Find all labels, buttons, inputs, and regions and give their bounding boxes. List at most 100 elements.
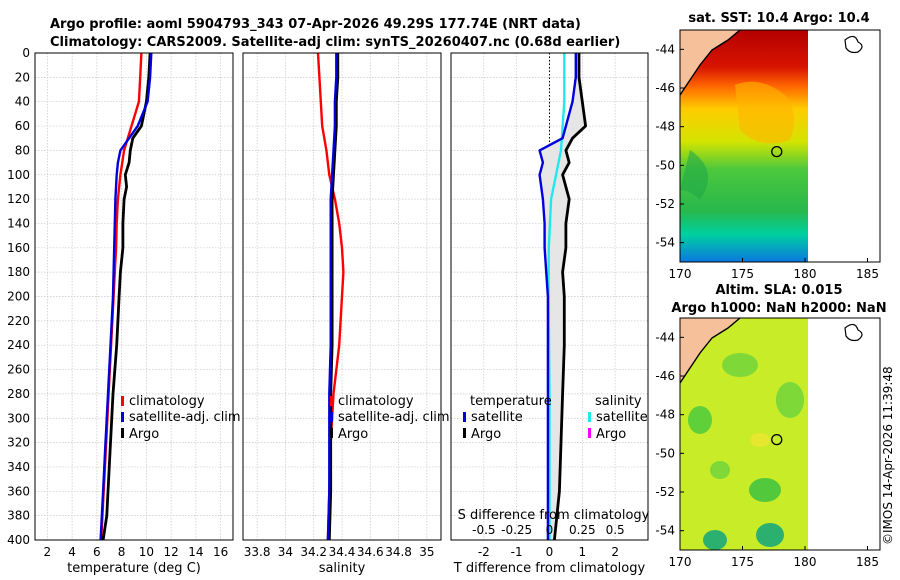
y-tick-label: 220 <box>7 314 30 328</box>
legend-label-t-argo: Argo <box>471 427 501 442</box>
x-tick-label: 34.6 <box>357 545 384 559</box>
legend-label-argo: Argo <box>338 427 368 442</box>
difference-legend: temperature satellite Argo salinity sate… <box>463 394 648 442</box>
map-y-tick-label: -50 <box>655 158 675 172</box>
legend-swatch-climatology <box>330 396 333 406</box>
series-line-satellite <box>538 53 577 540</box>
x-tick-label: 8 <box>118 545 126 559</box>
y-tick-label: 340 <box>7 460 30 474</box>
sla-map-frame <box>679 317 881 551</box>
legend-swatch-satellite <box>330 412 333 422</box>
legend-title-temperature: temperature <box>470 394 552 409</box>
s-axis-label: S difference from climatology <box>458 508 650 523</box>
legend-swatch-s-argo <box>588 428 591 438</box>
map-y-tick-label: -46 <box>655 369 675 383</box>
map-y-tick-label: -54 <box>655 236 675 250</box>
y-tick-label: 260 <box>7 363 30 377</box>
y-tick-label: 280 <box>7 387 30 401</box>
series-line-satellite-salinity <box>547 53 566 540</box>
map-y-tick-label: -48 <box>655 120 675 134</box>
sla-map-title-line2: Argo h1000: NaN h2000: NaN <box>671 301 886 316</box>
x-axis-label: temperature (deg C) <box>67 561 201 576</box>
x-tick-label: 34.4 <box>329 545 356 559</box>
legend-swatch-argo <box>330 428 333 438</box>
sst-warm-eddy <box>735 81 794 144</box>
y-tick-label: 380 <box>7 509 30 523</box>
y-tick-label: 120 <box>7 192 30 206</box>
x-tick-label: 2 <box>44 545 52 559</box>
y-tick-label: 160 <box>7 241 30 255</box>
legend-label-climatology: climatology <box>338 394 414 409</box>
sla-island-outline <box>844 323 863 342</box>
sst-argo-location-marker <box>771 145 783 158</box>
x-tick-label: 14 <box>188 545 203 559</box>
legend-label-s-argo: Argo <box>596 427 626 442</box>
map-y-tick-label: -44 <box>655 42 675 56</box>
y-tick-label: 0 <box>22 46 30 60</box>
x-tick-label: 10 <box>139 545 154 559</box>
salinity-legend: climatology satellite-adj. clim Argo <box>330 394 450 442</box>
s-tick-label: 0.5 <box>606 523 625 537</box>
legend-label-s-satellite: satellite <box>596 410 648 425</box>
figure-title-line1: Argo profile: aoml 5904793_343 07-Apr-20… <box>50 17 581 32</box>
sst-field <box>680 30 808 262</box>
y-tick-label: 240 <box>7 338 30 352</box>
y-tick-label: 200 <box>7 290 30 304</box>
sla-argo-location-marker <box>771 433 783 446</box>
sla-low-patch <box>688 406 712 434</box>
sst-map: sat. SST: 10.4 Argo: 10.4 170 175 180 185 -4… <box>655 11 881 281</box>
plot-frame <box>242 52 442 541</box>
map-x-tick-label: 185 <box>856 555 879 569</box>
difference-panel: -2 -1 0 1 2 T difference from climatology S di… <box>450 52 650 576</box>
legend-swatch-satellite <box>121 412 124 422</box>
x-tick-label: 12 <box>163 545 178 559</box>
x-tick-label: -1 <box>511 545 523 559</box>
sst-map-title: sat. SST: 10.4 Argo: 10.4 <box>688 11 869 26</box>
x-tick-label: 1 <box>579 545 587 559</box>
temperature-panel: 0 20 40 60 80 100 120 140 160 180 200 220 240 260 280 3… <box>7 46 234 576</box>
salinity-panel: 33.8 34 34.2 34.4 34.6 34.8 35 salinity <box>242 52 442 576</box>
sst-island-outline <box>844 35 863 54</box>
sst-land <box>680 30 740 95</box>
legend-swatch-climatology <box>121 396 124 406</box>
s-tick-label: 0 <box>546 523 554 537</box>
series-line-satellite-adj-clim <box>99 52 153 541</box>
y-tick-label: 140 <box>7 216 30 230</box>
sla-low-patch <box>749 478 781 502</box>
y-tick-label: 60 <box>15 119 30 133</box>
difference-fill <box>539 53 586 540</box>
x-tick-label: 4 <box>68 545 76 559</box>
credit-timestamp: ©IMOS 14-Apr-2026 11:39:48 <box>881 366 895 545</box>
y-tick-label: 320 <box>7 436 30 450</box>
sla-empty-region <box>808 318 880 550</box>
y-tick-label: 180 <box>7 265 30 279</box>
sst-coastline <box>680 30 741 96</box>
map-y-tick-label: -48 <box>655 408 675 422</box>
legend-label-satellite: satellite-adj. clim <box>338 410 450 425</box>
x-axis-label: salinity <box>319 561 366 576</box>
map-x-tick-label: 170 <box>669 555 692 569</box>
series-line-satellite-adj-clim <box>326 53 338 541</box>
series-line-argo <box>553 53 587 541</box>
x-tick-label: 33.8 <box>244 545 271 559</box>
s-tick-label: 0.25 <box>569 523 596 537</box>
sla-map-title-line1: Altim. SLA: 0.015 <box>716 283 843 298</box>
x-tick-label: 0 <box>546 545 554 559</box>
sla-low-patch <box>710 461 730 479</box>
map-y-tick-label: -44 <box>655 330 675 344</box>
map-x-tick-label: 180 <box>794 555 817 569</box>
x-tick-label: 2 <box>611 545 619 559</box>
x-tick-label: 34.8 <box>385 545 412 559</box>
plot-frame <box>34 52 234 541</box>
s-tick-label: -0.5 <box>472 523 495 537</box>
map-y-tick-label: -54 <box>655 524 675 538</box>
map-x-tick-label: 175 <box>731 267 754 281</box>
x-tick-label: 34.2 <box>300 545 327 559</box>
sla-low-patch <box>722 353 758 377</box>
map-x-tick-label: 170 <box>669 267 692 281</box>
legend-title-salinity: salinity <box>595 394 642 409</box>
x-tick-label: 6 <box>93 545 101 559</box>
y-tick-label: 360 <box>7 484 30 498</box>
legend-label-climatology: climatology <box>129 394 205 409</box>
